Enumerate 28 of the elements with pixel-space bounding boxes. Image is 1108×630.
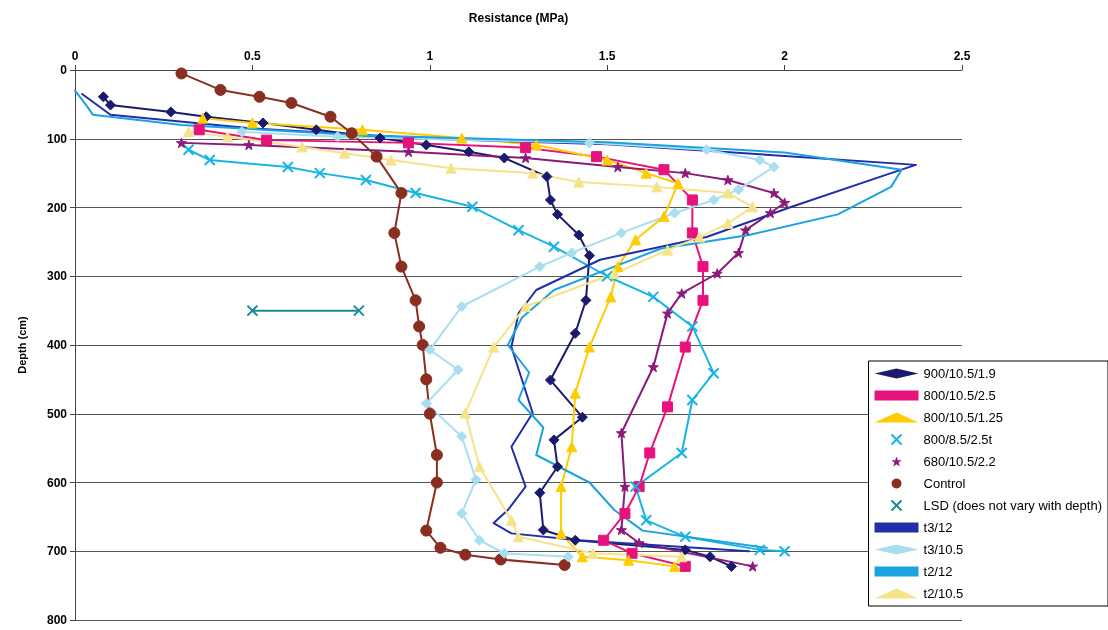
y-tick-label: 200	[46, 200, 68, 215]
y-tick-label: 700	[46, 544, 68, 559]
x-tick-label: 1.5	[598, 49, 616, 63]
legend-label: 900/10.5/1.9	[923, 366, 996, 381]
legend-label: t2/10.5	[923, 586, 964, 601]
y-tick-label: 600	[46, 475, 68, 490]
legend-label: 800/8.5/2.5t	[923, 432, 993, 447]
y-tick-label: 500	[46, 406, 68, 421]
x-tick-label: 0.5	[244, 49, 262, 63]
y-tick-label: 0	[60, 63, 68, 77]
x-tick-label: 1	[426, 49, 434, 63]
legend-label: Control	[923, 476, 966, 491]
legend-label: t3/10.5	[923, 542, 964, 557]
legend-label: 680/10.5/2.2	[923, 454, 996, 469]
y-tick-label: 400	[46, 338, 68, 352]
legend-label: t2/12	[923, 564, 953, 579]
x-axis-title: Resistance (MPa)	[468, 11, 569, 25]
y-tick-label: 100	[46, 131, 68, 146]
y-tick-label: 300	[46, 269, 68, 284]
x-tick-label: 2.5	[953, 49, 971, 63]
legend-label: 800/10.5/2.5	[923, 388, 996, 403]
legend-label: t3/12	[923, 520, 953, 535]
y-axis-title: Depth (cm)	[15, 315, 28, 374]
x-tick-label: 2	[781, 49, 789, 63]
legend-label: 800/10.5/1.25	[923, 410, 1004, 425]
legend-label: LSD (does not vary with depth)	[923, 498, 1103, 513]
y-tick-label: 800	[46, 613, 68, 627]
x-tick-label: 0	[71, 49, 79, 63]
